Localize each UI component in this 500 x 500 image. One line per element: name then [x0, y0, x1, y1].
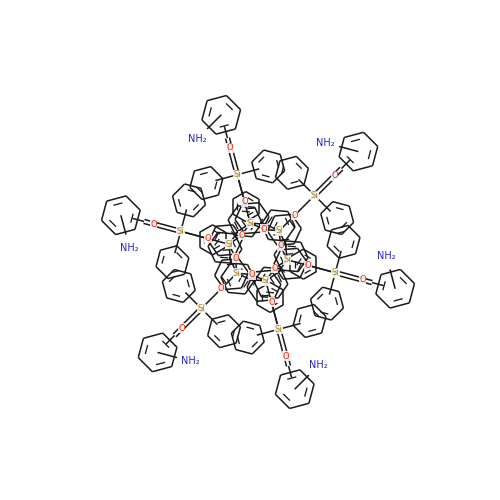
- Text: O: O: [204, 234, 211, 243]
- Text: Si: Si: [225, 240, 233, 248]
- Text: Si: Si: [177, 227, 184, 236]
- Text: O: O: [260, 225, 268, 234]
- Text: NH₂: NH₂: [120, 243, 139, 253]
- Text: O: O: [331, 171, 338, 180]
- Text: O: O: [178, 324, 185, 333]
- Text: Si: Si: [311, 191, 318, 200]
- Text: O: O: [238, 231, 245, 240]
- Text: O: O: [248, 270, 256, 279]
- Text: O: O: [305, 261, 312, 270]
- Text: O: O: [271, 264, 278, 273]
- Text: Si: Si: [198, 304, 205, 313]
- Text: O: O: [226, 143, 234, 152]
- Text: Si: Si: [262, 276, 270, 285]
- Text: NH₂: NH₂: [181, 356, 200, 366]
- Text: NH₂: NH₂: [377, 251, 396, 261]
- Text: Si: Si: [234, 170, 241, 179]
- Text: O: O: [241, 198, 248, 206]
- Text: Si: Si: [332, 268, 339, 277]
- Text: O: O: [278, 242, 284, 250]
- Text: O: O: [232, 254, 238, 262]
- Text: Si: Si: [233, 268, 240, 278]
- Text: O: O: [150, 220, 157, 228]
- Text: O: O: [292, 210, 298, 220]
- Text: Si: Si: [246, 218, 254, 228]
- Text: Si: Si: [275, 325, 282, 334]
- Text: O: O: [359, 276, 366, 284]
- Text: Si: Si: [283, 256, 291, 264]
- Text: O: O: [282, 352, 290, 361]
- Text: NH₂: NH₂: [310, 360, 328, 370]
- Text: O: O: [218, 284, 224, 294]
- Text: Si: Si: [276, 226, 283, 235]
- Text: O: O: [268, 298, 275, 306]
- Text: NH₂: NH₂: [188, 134, 206, 144]
- Text: NH₂: NH₂: [316, 138, 335, 148]
